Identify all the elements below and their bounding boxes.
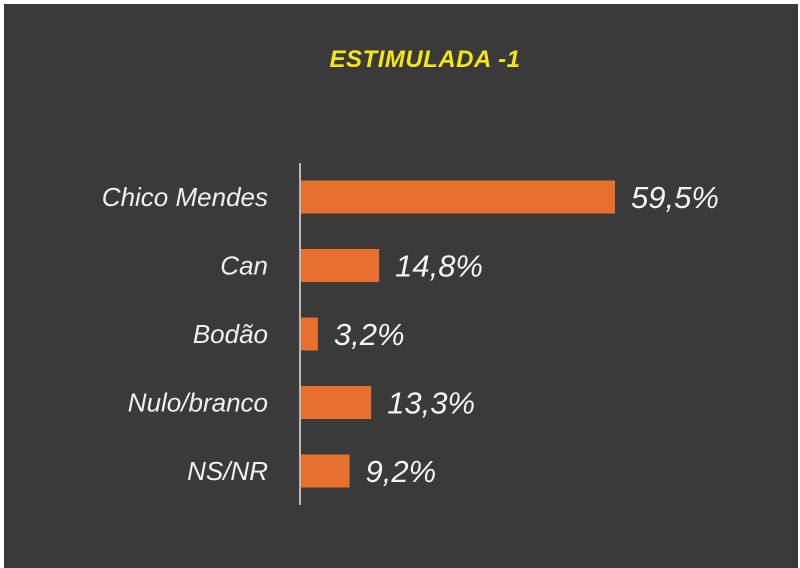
bar [301,386,372,419]
data-label: 13,3% [387,386,475,421]
chart-panel [4,4,798,568]
data-label: 14,8% [395,249,483,284]
bar [301,249,380,282]
bar [301,454,350,488]
category-label: Can [220,251,268,281]
category-label: Nulo/branco [128,388,268,418]
data-label: 9,2% [366,454,437,489]
category-label: Chico Mendes [102,182,268,212]
chart-title: ESTIMULADA -1 [329,46,521,73]
data-label: 3,2% [334,317,405,352]
category-label: NS/NR [187,456,268,486]
bar [301,317,318,351]
data-label: 59,5% [631,180,719,215]
category-label: Bodão [193,319,268,349]
bar [301,180,615,214]
